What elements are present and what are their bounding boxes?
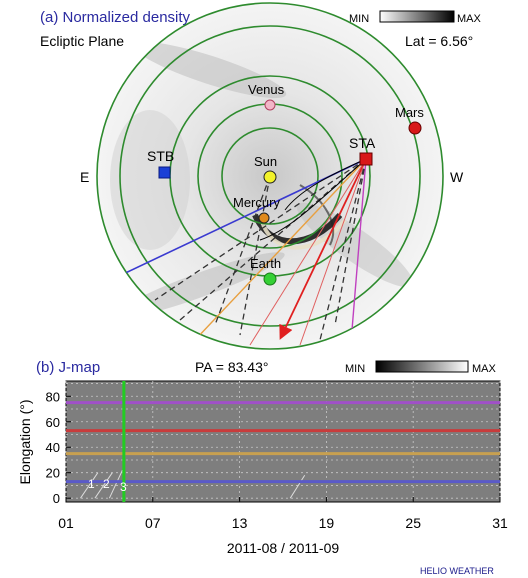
sightlines — [99, 158, 367, 346]
x-tick-label: 01 — [58, 515, 74, 531]
y-tick-label: 40 — [46, 440, 60, 455]
sta-label: STA — [349, 135, 376, 151]
x-tick-label: 19 — [319, 515, 335, 531]
mars-label: Mars — [395, 105, 424, 120]
sun-label: Sun — [254, 154, 277, 169]
track-labels: 1 2 3 — [88, 477, 127, 494]
panel-b: (b) J-map PA = 83.43° MIN MAX 0 20 40 60 80 0… — [17, 359, 508, 556]
mercury-marker — [258, 212, 270, 224]
track-label-3: 3 — [120, 480, 127, 494]
track-label-1: 1 — [88, 477, 95, 491]
x-tick-label: 25 — [405, 515, 421, 531]
credit-text: HELIO WEATHER — [420, 566, 494, 576]
panel-a-title: (a) Normalized density — [40, 9, 191, 26]
sun-marker — [263, 170, 277, 184]
colorbar-a: MIN MAX — [349, 10, 482, 25]
orbit-outer — [96, 2, 444, 350]
x-tick-label: 13 — [232, 515, 248, 531]
x-tick-label: 31 — [492, 515, 508, 531]
sta-marker — [359, 152, 373, 166]
west-label: W — [450, 169, 464, 185]
sta-fov-magenta — [351, 158, 367, 331]
earth-label: Earth — [250, 256, 281, 271]
venus-label: Venus — [248, 82, 285, 97]
stb-sightline — [99, 158, 367, 286]
y-tick-label: 20 — [46, 466, 60, 481]
colorbar-a-min: MIN — [349, 13, 369, 25]
pa-label: PA = 83.43° — [195, 359, 268, 375]
jmap-track — [80, 472, 99, 499]
y-tick-label: 60 — [46, 415, 60, 430]
stb-label: STB — [147, 148, 174, 164]
jmap-track — [108, 469, 123, 499]
jmap-track — [289, 474, 306, 499]
sta-direction-arrow — [279, 158, 367, 340]
colorbar-b-max: MAX — [472, 363, 497, 375]
east-label: E — [80, 169, 89, 185]
orbit-mars — [119, 25, 421, 327]
y-tick-label: 80 — [46, 389, 60, 404]
x-tick-label: 07 — [145, 515, 161, 531]
mercury-label: Mercury — [233, 195, 280, 210]
x-axis-label: 2011-08 / 2011-09 — [227, 540, 340, 556]
stb-marker — [158, 166, 171, 179]
earth-marker — [263, 272, 277, 286]
colorbar-a-max: MAX — [457, 13, 482, 25]
venus-marker — [264, 99, 276, 111]
bodies: Sun Mercury Venus Earth Mars STA STB — [147, 82, 424, 286]
y-axis-label: Elongation (°) — [17, 400, 33, 485]
jmap-track — [94, 472, 113, 499]
jmap-plot-area — [65, 380, 501, 503]
panel-a: (a) Normalized density Ecliptic Plane La… — [40, 2, 482, 350]
colorbar-a-scale — [379, 10, 455, 23]
track-label-2: 2 — [103, 477, 110, 491]
sta-fov-orange — [194, 158, 367, 341]
latitude-label: Lat = 6.56° — [405, 33, 473, 49]
panel-b-title: (b) J-map — [36, 359, 100, 376]
colorbar-b-scale — [375, 360, 469, 373]
mars-marker — [408, 121, 422, 135]
colorbar-b: MIN MAX — [345, 360, 497, 375]
y-tick-label: 0 — [53, 491, 60, 506]
orbit-mercury — [221, 127, 319, 225]
colorbar-b-min: MIN — [345, 363, 365, 375]
panel-a-subtitle: Ecliptic Plane — [40, 33, 124, 49]
